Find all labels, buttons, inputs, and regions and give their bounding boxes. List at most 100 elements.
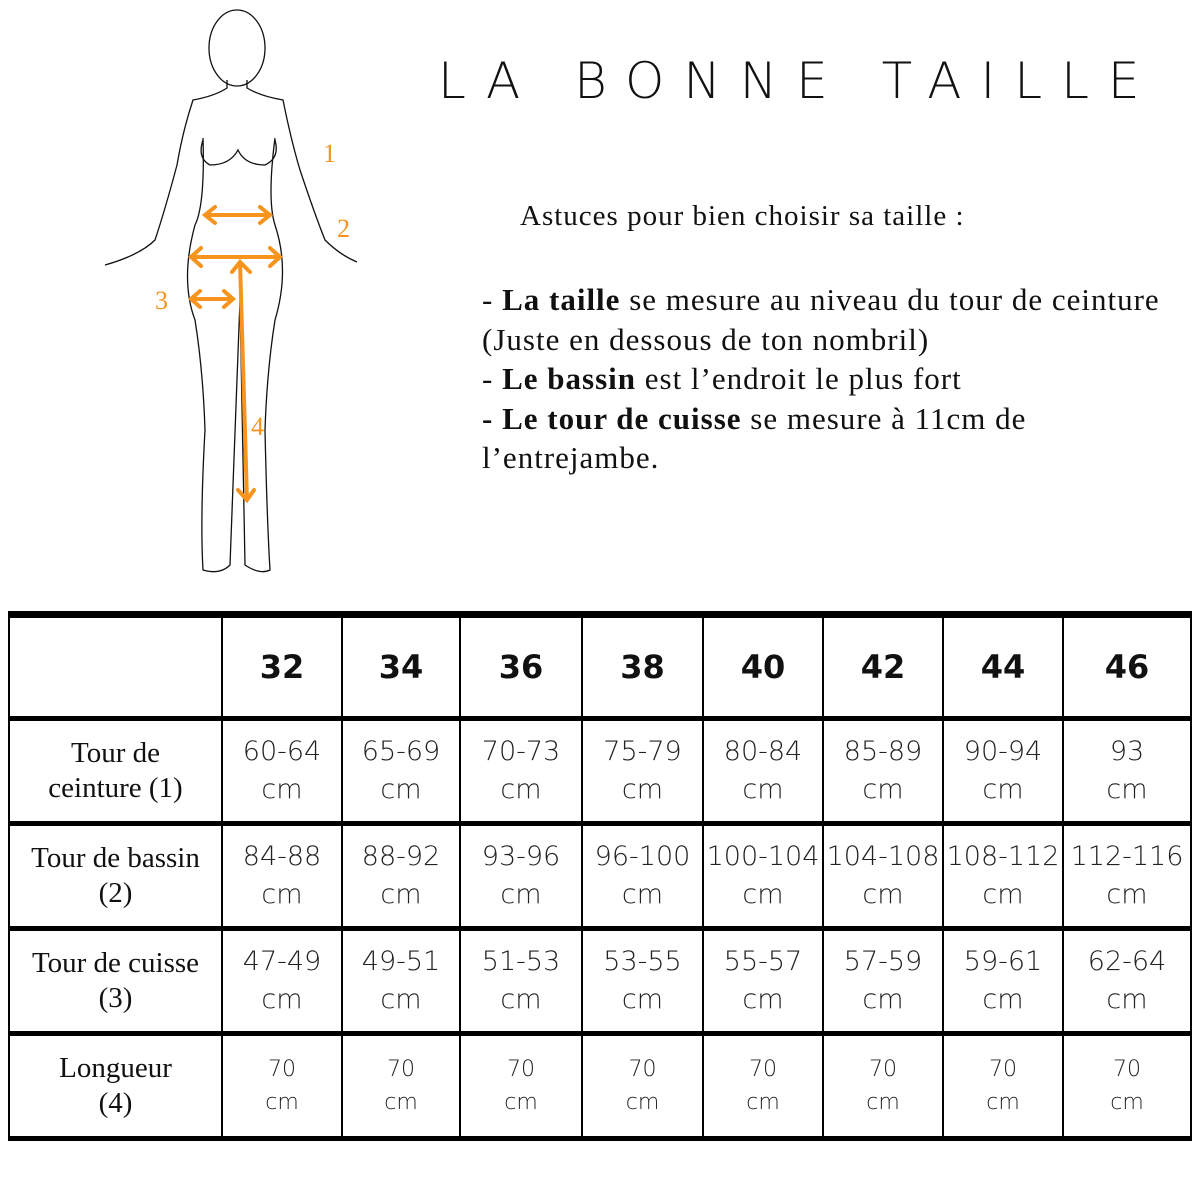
size-header: 46 bbox=[1062, 614, 1192, 719]
size-header: 40 bbox=[702, 614, 824, 719]
row-label: Tour de ceinture (1) bbox=[8, 716, 223, 824]
measurement-value: 104-108 bbox=[826, 841, 940, 872]
measurement-value: 47-49 bbox=[242, 946, 322, 977]
measurement-cell: 70 cm bbox=[221, 1031, 343, 1139]
measurement-unit: cm bbox=[986, 1090, 1020, 1115]
row-label-line: Tour de cuisse bbox=[31, 947, 200, 979]
measurement-unit: cm bbox=[1106, 774, 1148, 805]
measurement-value: 93-96 bbox=[481, 841, 561, 872]
measurement-unit: cm bbox=[500, 984, 542, 1015]
measurement-unit: cm bbox=[380, 774, 422, 805]
measurement-cell: 65-69 cm bbox=[341, 716, 461, 824]
measurement-value: 70 bbox=[507, 1057, 535, 1082]
measurement-cell: 47-49 cm bbox=[221, 926, 343, 1034]
page-title: LA BONNE TAILLE bbox=[438, 52, 1159, 110]
tips-list: - La taille se mesure au niveau du tour … bbox=[482, 280, 1182, 478]
marker-4: 4 bbox=[251, 412, 264, 441]
row-label: Tour de bassin (2) bbox=[8, 821, 223, 929]
marker-2: 2 bbox=[337, 214, 350, 243]
measurement-value: 70 bbox=[749, 1057, 777, 1082]
tip-text: se mesure au niveau du tour de ceinture … bbox=[482, 282, 1160, 357]
size-table: 32 34 36 38 40 42 44 46 Tour de ceinture (1) 60-64… bbox=[8, 611, 1192, 1141]
empty-header-cell bbox=[8, 614, 223, 719]
measurement-cell: 70 cm bbox=[459, 1031, 583, 1139]
measurement-unit: cm bbox=[742, 879, 784, 910]
measurement-unit: cm bbox=[862, 879, 904, 910]
size-header: 36 bbox=[459, 614, 583, 719]
tip-prefix: - bbox=[482, 282, 503, 317]
measurement-cell: 70 cm bbox=[341, 1031, 461, 1139]
size-header: 34 bbox=[341, 614, 461, 719]
measurement-value: 60-64 bbox=[242, 736, 322, 767]
measurement-cell: 51-53 cm bbox=[459, 926, 583, 1034]
measurement-unit: cm bbox=[261, 774, 303, 805]
measurement-value: 70 bbox=[268, 1057, 296, 1082]
measurement-cell: 75-79 cm bbox=[581, 716, 704, 824]
measurement-value: 57-59 bbox=[843, 946, 923, 977]
tip-keyword: La taille bbox=[502, 282, 621, 317]
row-label-line: Longueur bbox=[59, 1052, 172, 1084]
tips-heading: Astuces pour bien choisir sa taille : bbox=[520, 200, 965, 232]
size-header: 44 bbox=[942, 614, 1064, 719]
measurement-cell: 88-92 cm bbox=[341, 821, 461, 929]
measurement-cell: 55-57 cm bbox=[702, 926, 824, 1034]
measurement-value: 59-61 bbox=[963, 946, 1043, 977]
measurement-value: 51-53 bbox=[481, 946, 561, 977]
measurement-cell: 49-51 cm bbox=[341, 926, 461, 1034]
measurement-cell: 70 cm bbox=[942, 1031, 1064, 1139]
measurement-unit: cm bbox=[866, 1090, 900, 1115]
size-header-row: 32 34 36 38 40 42 44 46 bbox=[8, 614, 1192, 719]
measurement-unit: cm bbox=[504, 1090, 538, 1115]
measurement-value: 55-57 bbox=[723, 946, 803, 977]
measurement-value: 80-84 bbox=[723, 736, 803, 767]
tip-keyword: Le tour de cuisse bbox=[502, 400, 742, 436]
measurement-value: 93 bbox=[1109, 736, 1145, 767]
tip-item: - La taille se mesure au niveau du tour … bbox=[482, 280, 1182, 359]
measurement-unit: cm bbox=[1106, 984, 1148, 1015]
measurement-value: 75-79 bbox=[603, 736, 682, 767]
tip-prefix: - bbox=[482, 400, 503, 436]
row-label: Longueur (4) bbox=[8, 1031, 223, 1139]
measurement-value: 96-100 bbox=[594, 841, 691, 872]
measurement-cell: 60-64 cm bbox=[221, 716, 343, 824]
measurement-cell: 70-73 cm bbox=[459, 716, 583, 824]
measurement-unit: cm bbox=[261, 879, 303, 910]
measurement-unit: cm bbox=[380, 984, 422, 1015]
measurement-value: 108-112 bbox=[946, 841, 1060, 872]
measurement-unit: cm bbox=[384, 1090, 418, 1115]
measurement-value: 84-88 bbox=[242, 841, 322, 872]
measurement-unit: cm bbox=[982, 984, 1024, 1015]
measurement-value: 70-73 bbox=[481, 736, 561, 767]
measurement-unit: cm bbox=[862, 774, 904, 805]
measurement-value: 88-92 bbox=[361, 841, 441, 872]
measurement-cell: 80-84 cm bbox=[702, 716, 824, 824]
tip-item: - Le tour de cuisse se mesure à 11cm de … bbox=[482, 399, 1182, 478]
marker-3: 3 bbox=[155, 286, 168, 315]
measurement-unit: cm bbox=[862, 984, 904, 1015]
tip-text: se mesure à 11cm de l’entrejambe. bbox=[482, 400, 1027, 476]
measurement-unit: cm bbox=[742, 984, 784, 1015]
row-label: Tour de cuisse (3) bbox=[8, 926, 223, 1034]
measurement-value: 49-51 bbox=[361, 946, 441, 977]
measurement-value: 112-116 bbox=[1070, 841, 1184, 872]
measurement-unit: cm bbox=[261, 984, 303, 1015]
tip-prefix: - bbox=[482, 361, 503, 396]
row-label-line: ceinture (1) bbox=[48, 772, 183, 804]
measurement-cell: 85-89 cm bbox=[822, 716, 944, 824]
table-row: Tour de bassin (2) 84-88 cm 88-92 cm 93-96 cm 96… bbox=[8, 821, 1192, 929]
measurement-value: 70 bbox=[387, 1057, 415, 1082]
measurement-unit: cm bbox=[1110, 1090, 1144, 1115]
measurement-cell: 90-94 cm bbox=[942, 716, 1064, 824]
measurement-cell: 112-116 cm bbox=[1062, 821, 1192, 929]
table-row: Tour de ceinture (1) 60-64 cm 65-69 cm 70-73 cm… bbox=[8, 716, 1192, 824]
measurement-unit: cm bbox=[500, 774, 542, 805]
size-header: 38 bbox=[581, 614, 704, 719]
table-row: Tour de cuisse (3) 47-49 cm 49-51 cm 51-53 cm 53… bbox=[8, 926, 1192, 1034]
measurement-value: 70 bbox=[1113, 1057, 1141, 1082]
size-header: 42 bbox=[822, 614, 944, 719]
measurement-cell: 96-100 cm bbox=[581, 821, 704, 929]
measurement-cell: 70 cm bbox=[822, 1031, 944, 1139]
measurement-cell: 70 cm bbox=[702, 1031, 824, 1139]
tip-text: est l’endroit le plus fort bbox=[636, 361, 962, 396]
measurement-cell: 100-104 cm bbox=[702, 821, 824, 929]
